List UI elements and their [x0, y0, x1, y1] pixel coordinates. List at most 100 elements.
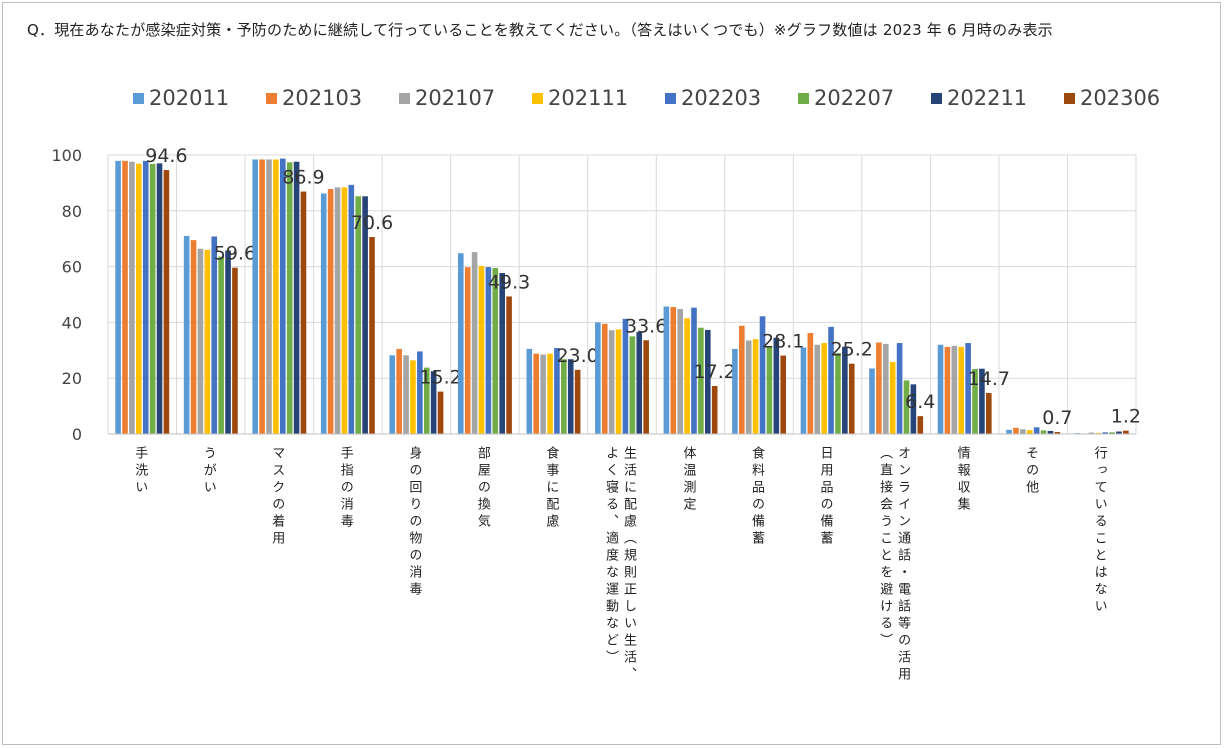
bar-202011 [457, 253, 464, 434]
bar-202203 [828, 326, 834, 434]
bar-202306 [848, 363, 855, 434]
category-label: よく寝る、適度な運動など） [602, 446, 618, 667]
category-label: 情報収集 [954, 446, 970, 514]
y-tick-label: 0 [72, 425, 82, 444]
bar-202011 [869, 368, 875, 434]
bar-202203 [348, 184, 355, 434]
bar-202211 [225, 250, 231, 434]
category-label: うがい [200, 446, 216, 497]
bar-202306 [643, 340, 649, 434]
bar-202107 [951, 345, 958, 434]
bar-202203 [691, 307, 697, 434]
bar-202011 [252, 159, 258, 435]
y-tick-label: 100 [51, 146, 82, 165]
data-label: 0.7 [1042, 407, 1072, 429]
category-label: 身の回りの物の消毒 [406, 446, 422, 599]
legend-swatch [399, 92, 410, 104]
legend-swatch [931, 92, 942, 104]
bar-202103 [876, 342, 882, 434]
bar-202107 [266, 159, 272, 435]
bar-202306 [917, 416, 924, 434]
category-label: 手指の消毒 [337, 446, 353, 531]
legend-item-202111: 202111 [532, 83, 628, 113]
bar-202203 [896, 343, 903, 434]
category-label: 食料品の備蓄 [749, 446, 764, 548]
bar-202107 [608, 330, 615, 434]
bar-202306 [711, 386, 718, 434]
bar-202103 [944, 346, 951, 434]
bar-202011 [732, 348, 738, 434]
bar-202306 [1054, 432, 1061, 434]
data-label: 28.1 [762, 331, 804, 353]
bar-202111 [273, 159, 279, 435]
data-label: 86.9 [282, 167, 324, 189]
bar-202211 [1116, 431, 1122, 434]
bar-202011 [115, 160, 121, 434]
bar-202111 [958, 346, 965, 434]
bar-202207 [149, 163, 156, 435]
bar-202103 [190, 240, 197, 434]
bar-202103 [601, 323, 608, 434]
legend-item-202203: 202203 [665, 83, 761, 113]
bar-202011 [1006, 429, 1012, 434]
data-label: 94.6 [145, 145, 187, 167]
data-label: 15.2 [419, 367, 461, 389]
legend-swatch [665, 92, 676, 104]
bar-202103 [670, 307, 677, 434]
bar-202211 [636, 331, 643, 434]
bar-202306 [506, 296, 512, 434]
bar-202203 [1102, 432, 1108, 434]
legend-label: 202211 [947, 86, 1028, 110]
y-tick-label: 60 [62, 258, 82, 277]
bar-202107 [1088, 432, 1095, 434]
bar-202011 [526, 348, 533, 434]
bar-202306 [574, 369, 581, 434]
bar-202111 [547, 353, 553, 434]
bar-202207 [903, 380, 910, 434]
data-label: 70.6 [351, 212, 393, 234]
bar-202203 [1033, 427, 1040, 434]
bar-202203 [622, 318, 629, 434]
data-label: 14.7 [968, 368, 1010, 390]
bar-202207 [423, 367, 430, 434]
bar-202203 [554, 348, 560, 434]
bar-202103 [807, 333, 814, 434]
bar-202111 [1095, 432, 1102, 434]
bar-202011 [663, 306, 670, 434]
category-label: その他 [1023, 446, 1039, 497]
bar-202107 [471, 252, 478, 434]
bar-202107 [745, 340, 752, 434]
bar-202207 [218, 256, 224, 434]
y-tick-label: 20 [62, 369, 82, 388]
bar-202111 [341, 187, 348, 434]
bar-202211 [910, 384, 917, 434]
legend-item-202107: 202107 [399, 83, 495, 113]
bar-202011 [320, 193, 327, 434]
bar-202207 [492, 267, 499, 434]
bar-202211 [704, 329, 711, 434]
bar-202211 [773, 337, 780, 434]
data-label: 25.2 [831, 339, 873, 361]
legend-item-202211: 202211 [931, 83, 1027, 113]
bar-202207 [766, 346, 773, 434]
bar-202107 [334, 187, 341, 434]
legend-swatch [266, 92, 277, 104]
bar-202203 [759, 316, 766, 434]
bar-202207 [698, 327, 704, 434]
legend-item-202207: 202207 [798, 83, 894, 113]
bar-202211 [362, 196, 368, 434]
bar-202011 [937, 344, 944, 434]
bar-202107 [540, 354, 546, 434]
bar-202211 [1047, 430, 1054, 434]
bar-202111 [615, 329, 622, 434]
bar-202211 [430, 371, 437, 434]
bar-202207 [561, 359, 567, 434]
legend-label: 202203 [681, 86, 762, 110]
category-label: 生活に配慮（規則正しい生活、 [620, 446, 636, 684]
legend-item-202011: 202011 [133, 83, 229, 113]
bar-202107 [882, 343, 889, 434]
legend-swatch [532, 92, 543, 104]
legend-label: 202103 [282, 86, 363, 110]
data-label: 17.2 [694, 361, 736, 383]
bar-202203 [279, 158, 286, 434]
